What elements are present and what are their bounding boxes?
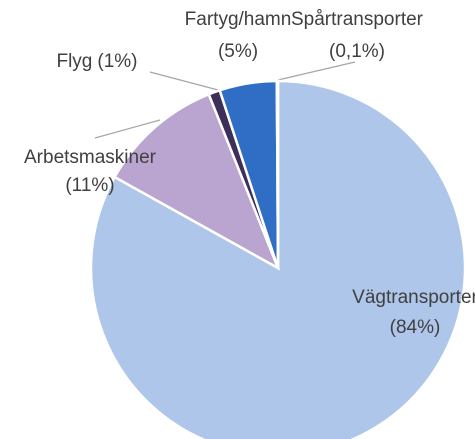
pie-slice [112,92,281,271]
leader-line [277,61,356,81]
category-label: Spårtransporter [291,9,424,30]
data-label: Flyg (1%) [56,51,137,72]
value-label: (84%) [390,317,441,338]
category-label: Flyg [56,51,92,72]
category-label: Fartyg/hamn [185,9,292,30]
value-label: (1%) [97,51,137,72]
leader-line [94,119,161,139]
pie-slice [275,79,280,269]
value-label: (11%) [65,175,114,196]
value-label: (5%) [218,41,258,62]
category-label: Arbetsmaskiner [24,147,157,168]
value-label: (0,1%) [329,41,385,62]
leader-line [149,71,219,91]
category-label: Vägtransporter [352,287,475,308]
